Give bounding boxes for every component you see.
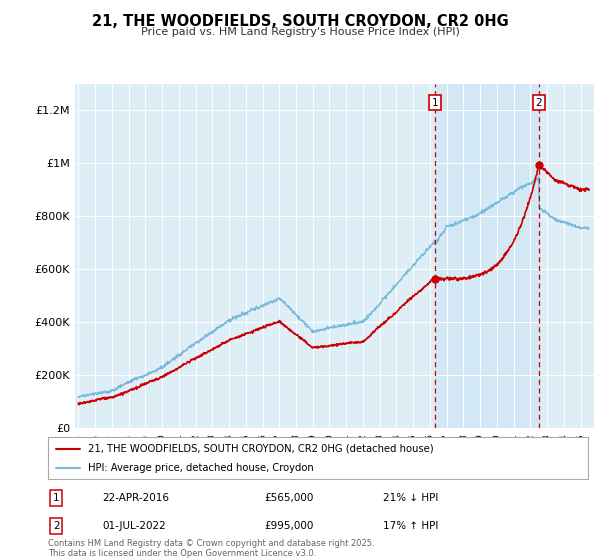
Text: 22-APR-2016: 22-APR-2016 — [102, 493, 169, 503]
Text: 2: 2 — [535, 97, 542, 108]
Text: HPI: Average price, detached house, Croydon: HPI: Average price, detached house, Croy… — [89, 463, 314, 473]
Text: 01-JUL-2022: 01-JUL-2022 — [102, 521, 166, 531]
Text: 1: 1 — [431, 97, 438, 108]
Bar — [435, 84, 539, 428]
Text: 2: 2 — [53, 521, 59, 531]
Text: £995,000: £995,000 — [264, 521, 313, 531]
Text: 17% ↑ HPI: 17% ↑ HPI — [383, 521, 438, 531]
Text: 1: 1 — [53, 493, 59, 503]
Text: Contains HM Land Registry data © Crown copyright and database right 2025.
This d: Contains HM Land Registry data © Crown c… — [48, 539, 374, 558]
Text: Price paid vs. HM Land Registry's House Price Index (HPI): Price paid vs. HM Land Registry's House … — [140, 27, 460, 38]
Text: £565,000: £565,000 — [264, 493, 313, 503]
Text: 21, THE WOODFIELDS, SOUTH CROYDON, CR2 0HG: 21, THE WOODFIELDS, SOUTH CROYDON, CR2 0… — [92, 14, 508, 29]
Text: 21% ↓ HPI: 21% ↓ HPI — [383, 493, 438, 503]
Text: 21, THE WOODFIELDS, SOUTH CROYDON, CR2 0HG (detached house): 21, THE WOODFIELDS, SOUTH CROYDON, CR2 0… — [89, 444, 434, 454]
